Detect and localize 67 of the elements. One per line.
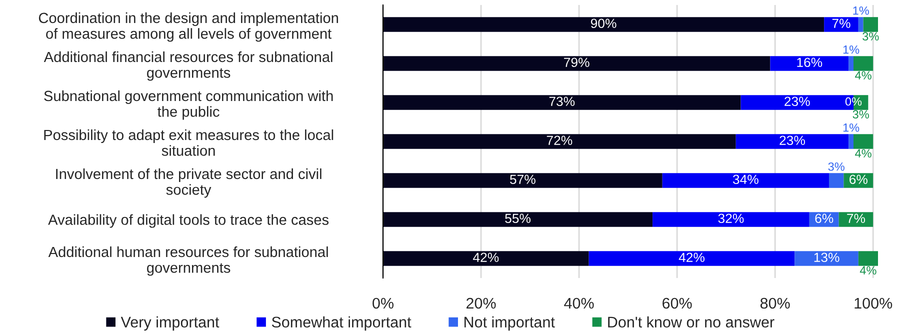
legend-label: Very important bbox=[120, 316, 220, 331]
y-tick-label: Involvement of the private sector and civil society bbox=[56, 168, 322, 198]
data-label: 3% bbox=[828, 162, 844, 171]
y-tick-label: Subnational government communication with the public bbox=[44, 90, 333, 120]
data-label: 1% bbox=[843, 123, 860, 132]
data-label: 34% bbox=[732, 174, 758, 184]
data-label: 23% bbox=[784, 96, 810, 106]
bar bbox=[736, 134, 849, 149]
bar bbox=[848, 56, 854, 71]
bar bbox=[383, 212, 653, 227]
bar bbox=[383, 173, 662, 188]
legend-label: Somewhat important bbox=[272, 316, 412, 331]
y-tick-label: Additional human resources for subnational governments bbox=[48, 246, 328, 276]
x-tick-label: 60% bbox=[662, 298, 692, 309]
bar bbox=[838, 212, 874, 227]
y-tick-label: Availability of digital tools to trace the cases bbox=[48, 214, 329, 228]
data-label: 7% bbox=[832, 18, 850, 28]
legend-label: Not important bbox=[464, 316, 555, 331]
data-label: 72% bbox=[546, 136, 572, 145]
bar bbox=[794, 251, 858, 266]
data-label: 3% bbox=[862, 32, 879, 41]
data-label: 32% bbox=[718, 214, 744, 224]
data-label: 1% bbox=[843, 45, 860, 54]
x-tick-label: 100% bbox=[854, 298, 892, 309]
y-tick-label: Additional financial resources for subnational governments bbox=[44, 51, 332, 81]
bar bbox=[662, 173, 829, 188]
data-label: 90% bbox=[590, 18, 616, 28]
bar bbox=[824, 17, 858, 32]
data-label: 23% bbox=[780, 136, 805, 146]
data-label: 42% bbox=[473, 252, 499, 262]
data-label: 4% bbox=[860, 266, 876, 274]
data-label: 13% bbox=[814, 252, 840, 262]
data-label: 4% bbox=[855, 149, 872, 158]
bar bbox=[858, 17, 864, 32]
data-label: 42% bbox=[678, 252, 704, 262]
bar bbox=[863, 17, 878, 32]
data-label: 3% bbox=[852, 110, 869, 119]
data-label: 16% bbox=[797, 58, 822, 68]
bar bbox=[383, 56, 770, 71]
y-tick-label: Coordination in the design and implementation of measures among all levels of government bbox=[38, 12, 338, 42]
data-label: 73% bbox=[549, 96, 575, 106]
x-tick-label: 80% bbox=[760, 298, 790, 309]
data-label: 1% bbox=[853, 6, 869, 15]
bar bbox=[853, 134, 874, 149]
data-label: 4% bbox=[855, 71, 872, 80]
bar bbox=[858, 251, 878, 266]
data-label: 6% bbox=[850, 174, 868, 184]
x-tick-label: 20% bbox=[466, 298, 496, 309]
bar bbox=[848, 134, 854, 149]
bar bbox=[383, 95, 741, 110]
x-tick-label: 0% bbox=[372, 298, 394, 309]
bar bbox=[770, 56, 849, 71]
y-tick-label: Possibility to adapt exit measures to the local situation bbox=[44, 129, 334, 156]
data-label: 55% bbox=[505, 214, 531, 224]
bar bbox=[652, 212, 810, 227]
x-tick-label: 40% bbox=[564, 298, 594, 309]
bar bbox=[588, 251, 795, 266]
data-label: 6% bbox=[815, 214, 834, 224]
bar bbox=[853, 56, 874, 71]
bar bbox=[383, 17, 824, 32]
data-label: 7% bbox=[847, 214, 866, 223]
bar bbox=[828, 173, 844, 188]
data-label: 79% bbox=[564, 58, 590, 68]
bar bbox=[383, 134, 736, 149]
data-label: 57% bbox=[510, 174, 536, 184]
legend-label: Don't know or no answer bbox=[608, 316, 774, 328]
bar bbox=[383, 251, 589, 266]
